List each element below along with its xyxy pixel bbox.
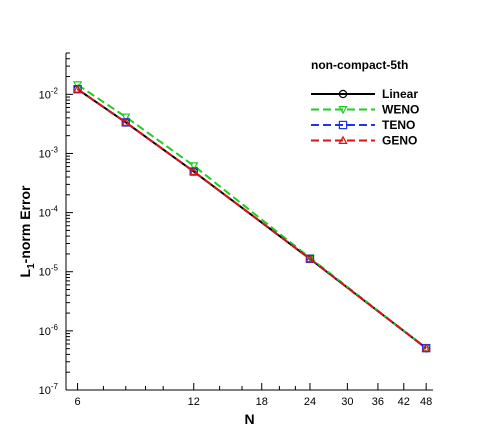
plot-frame <box>65 53 433 391</box>
y-tick-base: 10 <box>39 208 51 220</box>
triangle-up-marker <box>305 254 315 263</box>
triangle-up-marker <box>338 135 348 144</box>
y-tick-exponent: -4 <box>51 205 59 214</box>
y-axis-title-main: L <box>17 268 33 277</box>
x-tick-label: 36 <box>372 396 384 408</box>
y-axis-title-rest: -norm Error <box>17 185 33 263</box>
circle-marker <box>338 89 348 99</box>
y-tick-exponent: -3 <box>51 145 59 154</box>
legend-item-weno: WENO <box>311 103 419 117</box>
legend-label: Linear <box>382 87 418 101</box>
y-tick-base: 10 <box>39 89 51 101</box>
x-axis-title: N <box>244 411 254 427</box>
square-marker <box>338 120 348 130</box>
x-tick-label: 42 <box>398 396 410 408</box>
x-tick-label: 24 <box>304 396 316 408</box>
triangle-up-marker <box>421 343 431 352</box>
x-tick-label: 30 <box>341 396 353 408</box>
y-tick-label: 10-2 <box>39 86 59 101</box>
legend-item-geno: GENO <box>311 134 417 148</box>
y-tick-label: 10-3 <box>39 145 59 160</box>
triangle-down-marker <box>189 162 199 171</box>
triangle-down-marker <box>338 106 348 115</box>
y-tick-exponent: -7 <box>51 382 59 391</box>
y-tick-label: 10-4 <box>39 205 59 220</box>
y-tick-base: 10 <box>39 148 51 160</box>
series-group <box>72 81 431 353</box>
series-line-teno <box>76 88 427 349</box>
legend-label: TENO <box>382 118 415 132</box>
y-tick-base: 10 <box>39 267 51 279</box>
legend-label: GENO <box>382 134 417 148</box>
y-tick-exponent: -5 <box>51 264 59 273</box>
legend-item-linear: Linear <box>311 87 418 101</box>
series-line-linear <box>76 88 427 349</box>
x-tick-label: 6 <box>75 396 81 408</box>
y-tick-label: 10-6 <box>39 323 59 338</box>
y-axis-title: L1-norm Error <box>17 185 37 277</box>
y-axis-ticks: 10-210-310-410-510-610-7 <box>39 52 73 397</box>
legend-title: non-compact-5th <box>311 58 408 72</box>
y-axis-title-subscript: 1 <box>26 263 37 269</box>
series-geno <box>72 84 431 352</box>
triangle-up-marker <box>121 117 131 126</box>
triangle-down-marker <box>121 113 131 122</box>
legend-label: WENO <box>382 103 419 117</box>
x-tick-label: 18 <box>256 396 268 408</box>
x-tick-label: 48 <box>420 396 432 408</box>
legend-item-teno: TENO <box>311 118 415 132</box>
x-tick-label: 12 <box>188 396 200 408</box>
y-tick-label: 10-5 <box>39 264 59 279</box>
series-line-geno <box>76 88 427 349</box>
y-tick-exponent: -2 <box>51 86 59 95</box>
y-tick-base: 10 <box>39 385 51 397</box>
y-tick-base: 10 <box>39 326 51 338</box>
y-tick-exponent: -6 <box>51 323 59 332</box>
x-axis-ticks: 6 12 18 24 30 36 42 48 <box>75 383 432 408</box>
triangle-up-marker <box>72 84 83 93</box>
y-tick-label: 10-7 <box>39 382 59 397</box>
triangle-up-marker <box>189 166 199 176</box>
